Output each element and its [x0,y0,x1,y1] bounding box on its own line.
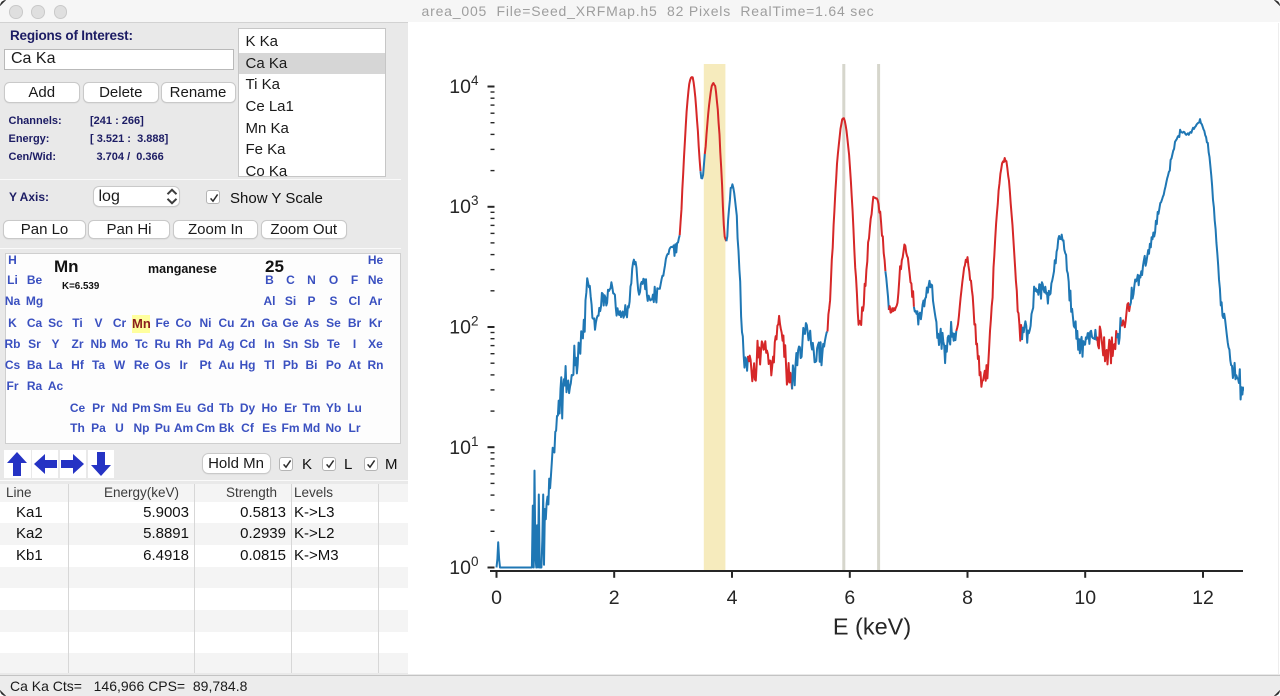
svg-text:8: 8 [962,587,973,609]
svg-text:0: 0 [491,587,502,609]
svg-text:10: 10 [1074,587,1096,609]
svg-text:6: 6 [844,587,855,609]
svg-text:E (keV): E (keV) [833,614,911,640]
svg-text:4: 4 [727,587,738,609]
svg-text:12: 12 [1192,587,1214,609]
svg-text:2: 2 [609,587,620,609]
